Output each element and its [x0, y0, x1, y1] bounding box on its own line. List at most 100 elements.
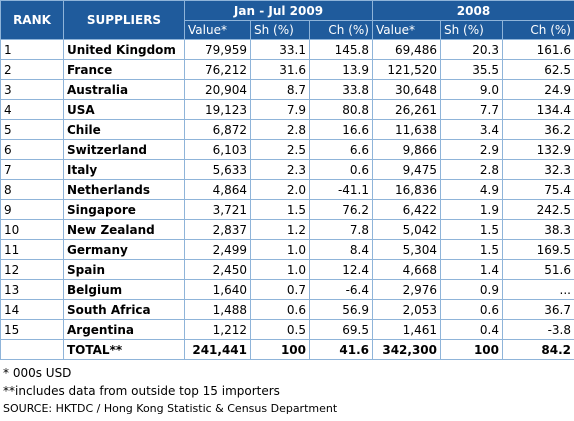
- rank-cell: 15: [0, 319, 64, 340]
- supplier-name: Singapore: [63, 199, 185, 220]
- total-change-2009: 41.6: [309, 339, 373, 360]
- change-2009: 16.6: [309, 119, 373, 140]
- share-2008: 0.6: [440, 299, 503, 320]
- value-2009: 1,212: [184, 319, 251, 340]
- supplier-name: Belgium: [63, 279, 185, 300]
- rank-cell: 12: [0, 259, 64, 280]
- share-2009: 2.3: [250, 159, 310, 180]
- change-2009: 80.8: [309, 99, 373, 120]
- change-2008: 75.4: [502, 179, 574, 200]
- table-row: 1 United Kingdom 79,959 33.1 145.8 69,486 20.3…: [0, 39, 574, 60]
- rank-cell: 2: [0, 59, 64, 80]
- value-2008: 5,304: [372, 239, 441, 260]
- change-2008: 36.7: [502, 299, 574, 320]
- change-2008: 32.3: [502, 159, 574, 180]
- header-value-2008: Value*: [372, 20, 441, 40]
- change-2008: 51.6: [502, 259, 574, 280]
- supplier-name: Argentina: [63, 319, 185, 340]
- header-share-2009: Sh (%): [250, 20, 310, 40]
- header-change-2009: Ch (%): [309, 20, 373, 40]
- value-2008: 4,668: [372, 259, 441, 280]
- header-period-2008: 2008: [372, 0, 574, 21]
- share-2008: 20.3: [440, 39, 503, 60]
- change-2008: 24.9: [502, 79, 574, 100]
- value-2008: 1,461: [372, 319, 441, 340]
- rank-cell: 9: [0, 199, 64, 220]
- rank-cell: 6: [0, 139, 64, 160]
- header-value-2009: Value*: [184, 20, 251, 40]
- change-2009: 7.8: [309, 219, 373, 240]
- value-2008: 11,638: [372, 119, 441, 140]
- table-row: 8 Netherlands 4,864 2.0 -41.1 16,836 4.9 75.4: [0, 179, 574, 200]
- supplier-name: Italy: [63, 159, 185, 180]
- change-2008: 161.6: [502, 39, 574, 60]
- share-2009: 2.8: [250, 119, 310, 140]
- share-2008: 3.4: [440, 119, 503, 140]
- change-2008: 132.9: [502, 139, 574, 160]
- value-2009: 76,212: [184, 59, 251, 80]
- value-2009: 3,721: [184, 199, 251, 220]
- value-2009: 2,499: [184, 239, 251, 260]
- share-2009: 33.1: [250, 39, 310, 60]
- change-2008: ...: [502, 279, 574, 300]
- change-2009: 33.8: [309, 79, 373, 100]
- rank-cell: 5: [0, 119, 64, 140]
- value-2009: 20,904: [184, 79, 251, 100]
- header-share-2008: Sh (%): [440, 20, 503, 40]
- table-row: 12 Spain 2,450 1.0 12.4 4,668 1.4 51.6: [0, 259, 574, 280]
- table-row: 3 Australia 20,904 8.7 33.8 30,648 9.0 24.9: [0, 79, 574, 100]
- share-2009: 1.0: [250, 259, 310, 280]
- share-2009: 31.6: [250, 59, 310, 80]
- table-row: 5 Chile 6,872 2.8 16.6 11,638 3.4 36.2: [0, 119, 574, 140]
- change-2009: 56.9: [309, 299, 373, 320]
- supplier-name: Netherlands: [63, 179, 185, 200]
- value-2009: 1,640: [184, 279, 251, 300]
- change-2008: 169.5: [502, 239, 574, 260]
- value-2008: 16,836: [372, 179, 441, 200]
- header-rank: RANK: [0, 0, 64, 40]
- share-2008: 0.9: [440, 279, 503, 300]
- supplier-name: Chile: [63, 119, 185, 140]
- table-row: 10 New Zealand 2,837 1.2 7.8 5,042 1.5 38.3: [0, 219, 574, 240]
- rank-cell: 4: [0, 99, 64, 120]
- rank-cell: 11: [0, 239, 64, 260]
- table-row: 4 USA 19,123 7.9 80.8 26,261 7.7 134.4: [0, 99, 574, 120]
- table-row: 7 Italy 5,633 2.3 0.6 9,475 2.8 32.3: [0, 159, 574, 180]
- share-2008: 2.9: [440, 139, 503, 160]
- change-2008: 36.2: [502, 119, 574, 140]
- supplier-name: South Africa: [63, 299, 185, 320]
- value-2009: 4,864: [184, 179, 251, 200]
- share-2008: 35.5: [440, 59, 503, 80]
- change-2009: 0.6: [309, 159, 373, 180]
- share-2009: 1.0: [250, 239, 310, 260]
- table-row: 14 South Africa 1,488 0.6 56.9 2,053 0.6 36.7: [0, 299, 574, 320]
- share-2008: 1.9: [440, 199, 503, 220]
- share-2009: 7.9: [250, 99, 310, 120]
- supplier-name: United Kingdom: [63, 39, 185, 60]
- source-note: SOURCE: HKTDC / Hong Kong Statistic & Ce…: [3, 402, 338, 415]
- value-2008: 2,053: [372, 299, 441, 320]
- value-2008: 5,042: [372, 219, 441, 240]
- total-share-2008: 100: [440, 339, 503, 360]
- share-2008: 1.5: [440, 219, 503, 240]
- share-2008: 2.8: [440, 159, 503, 180]
- value-2009: 19,123: [184, 99, 251, 120]
- supplier-name: Australia: [63, 79, 185, 100]
- share-2009: 1.2: [250, 219, 310, 240]
- supplier-name: USA: [63, 99, 185, 120]
- share-2008: 1.5: [440, 239, 503, 260]
- table-row: 11 Germany 2,499 1.0 8.4 5,304 1.5 169.5: [0, 239, 574, 260]
- value-2008: 2,976: [372, 279, 441, 300]
- value-2009: 2,837: [184, 219, 251, 240]
- supplier-name: Spain: [63, 259, 185, 280]
- change-2009: -6.4: [309, 279, 373, 300]
- share-2008: 9.0: [440, 79, 503, 100]
- header-change-2008: Ch (%): [502, 20, 574, 40]
- change-2008: 62.5: [502, 59, 574, 80]
- value-2008: 121,520: [372, 59, 441, 80]
- value-2009: 1,488: [184, 299, 251, 320]
- change-2008: -3.8: [502, 319, 574, 340]
- change-2009: 69.5: [309, 319, 373, 340]
- share-2009: 8.7: [250, 79, 310, 100]
- change-2009: 8.4: [309, 239, 373, 260]
